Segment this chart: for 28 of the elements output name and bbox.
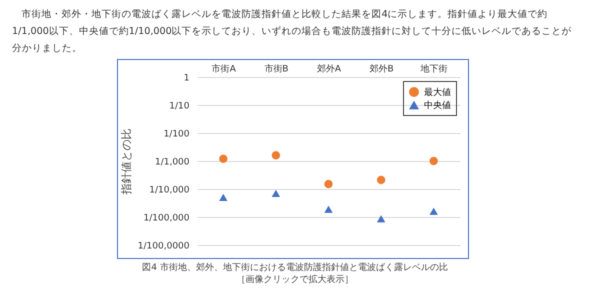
y-tick-label: 1/100,0000 xyxy=(138,242,190,252)
x-tick-label: 市街B xyxy=(264,64,288,74)
y-axis-title: 指針値との比 xyxy=(120,128,133,196)
y-tick-label: 1/1,000 xyxy=(154,158,190,168)
point xyxy=(219,154,228,163)
x-tick-label: 地下街 xyxy=(420,64,448,74)
legend-label: 最大値 xyxy=(424,87,451,98)
y-tick-label: 1/10,000 xyxy=(149,186,190,196)
y-tick-label: 1/100,000 xyxy=(144,214,190,224)
y-tick-label: 1/100 xyxy=(164,130,190,140)
text: ［画像クリックで拡大表示］ xyxy=(236,274,354,286)
point xyxy=(376,215,386,222)
point xyxy=(376,176,386,184)
y-tick-label: 1 xyxy=(184,74,190,84)
chart-title: 市街地・郊外・地下街の電波ばく露レベルを電波防護指針値と比較した結果を図4に示します。指針値より最大値で約1/1,000以下、中央値で約1/10,000以下を示しており、いずれの場合も電波防護指針に対して十分に低いレベルであることが分かりました。 xyxy=(11,8,573,56)
point xyxy=(324,206,333,213)
point xyxy=(272,151,280,160)
point xyxy=(430,208,438,215)
x-tick-label: 郊外B xyxy=(370,64,394,74)
legend-label: 中央値 xyxy=(424,100,451,111)
x-tick-label: 市街A xyxy=(212,64,237,74)
x-tick-label: 郊外A xyxy=(316,64,342,74)
y-tick-label: 1/10 xyxy=(169,102,190,112)
point xyxy=(219,194,228,202)
point xyxy=(272,190,280,197)
point xyxy=(430,156,438,166)
point xyxy=(324,180,333,188)
caption: 図4 市街地、郊外、地下街における電波防護指針値と電波ばく露レベルの比 xyxy=(141,262,449,274)
